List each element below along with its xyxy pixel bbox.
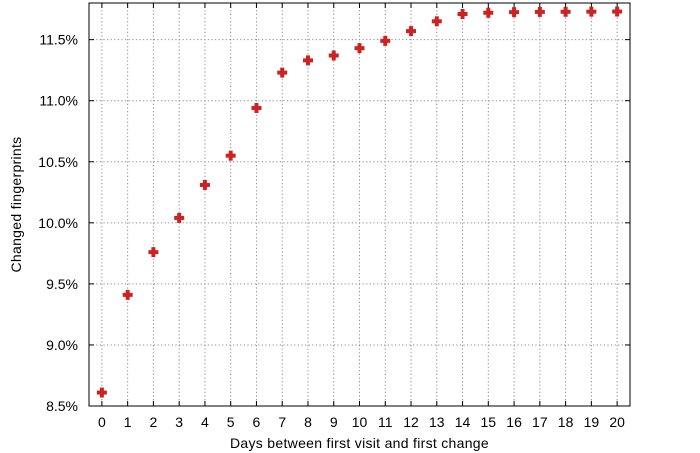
y-tick-label: 11.0%	[39, 93, 78, 109]
x-tick-label: 3	[175, 414, 183, 430]
data-point	[560, 6, 571, 17]
data-point	[302, 55, 313, 66]
y-tick-label: 11.5%	[39, 32, 78, 48]
x-tick-label: 10	[352, 414, 368, 430]
x-tick-label: 8	[304, 414, 312, 430]
data-point	[483, 7, 494, 18]
data-points	[96, 6, 623, 398]
x-tick-label: 17	[532, 414, 548, 430]
x-tick-label: 19	[584, 414, 600, 430]
data-point	[534, 6, 545, 17]
x-tick-label: 14	[455, 414, 471, 430]
axis-ticks	[89, 3, 630, 407]
data-point	[277, 67, 288, 78]
y-tick-label: 10.0%	[38, 215, 78, 231]
data-point	[380, 35, 391, 46]
data-point	[509, 7, 520, 18]
data-point	[457, 8, 468, 19]
data-point	[431, 16, 442, 27]
x-tick-label: 0	[98, 414, 106, 430]
x-tick-label: 11	[378, 414, 393, 430]
y-axis-label: Changed fingerprints	[8, 137, 24, 273]
y-tick-label: 9.5%	[46, 276, 78, 292]
x-tick-label: 12	[403, 414, 419, 430]
data-point	[406, 26, 417, 37]
y-tick-label: 8.5%	[46, 398, 78, 414]
y-tick-label: 10.5%	[38, 154, 78, 170]
data-point	[328, 50, 339, 61]
data-point	[122, 289, 133, 300]
data-point	[148, 247, 159, 258]
data-point	[199, 179, 210, 190]
data-point	[586, 6, 597, 17]
x-tick-label: 1	[124, 414, 132, 430]
x-tick-label: 13	[429, 414, 445, 430]
x-tick-label: 9	[330, 414, 338, 430]
x-tick-label: 2	[150, 414, 158, 430]
x-tick-label: 16	[506, 414, 522, 430]
x-tick-label: 5	[227, 414, 235, 430]
grid	[89, 3, 630, 407]
x-tick-label: 18	[558, 414, 574, 430]
data-point	[225, 150, 236, 161]
x-tick-label: 7	[278, 414, 286, 430]
data-point	[251, 103, 262, 114]
x-tick-label: 6	[253, 414, 261, 430]
data-point	[96, 387, 107, 398]
x-tick-label: 15	[481, 414, 497, 430]
x-tick-label: 20	[609, 414, 625, 430]
x-tick-labels: 0 1 2 3 4 5 6 7 8 9 10 11 12 13 14 15 16 17 18 19 20	[98, 414, 625, 430]
y-tick-labels: 8.5% 9.0% 9.5% 10.0% 10.5% 11.0% 11.5%	[38, 32, 78, 414]
x-axis-label: Days between first visit and first chang…	[230, 435, 489, 451]
data-point	[354, 43, 365, 54]
data-point	[612, 6, 623, 17]
x-tick-label: 4	[201, 414, 209, 430]
data-point	[174, 212, 185, 223]
y-tick-label: 9.0%	[46, 337, 78, 353]
